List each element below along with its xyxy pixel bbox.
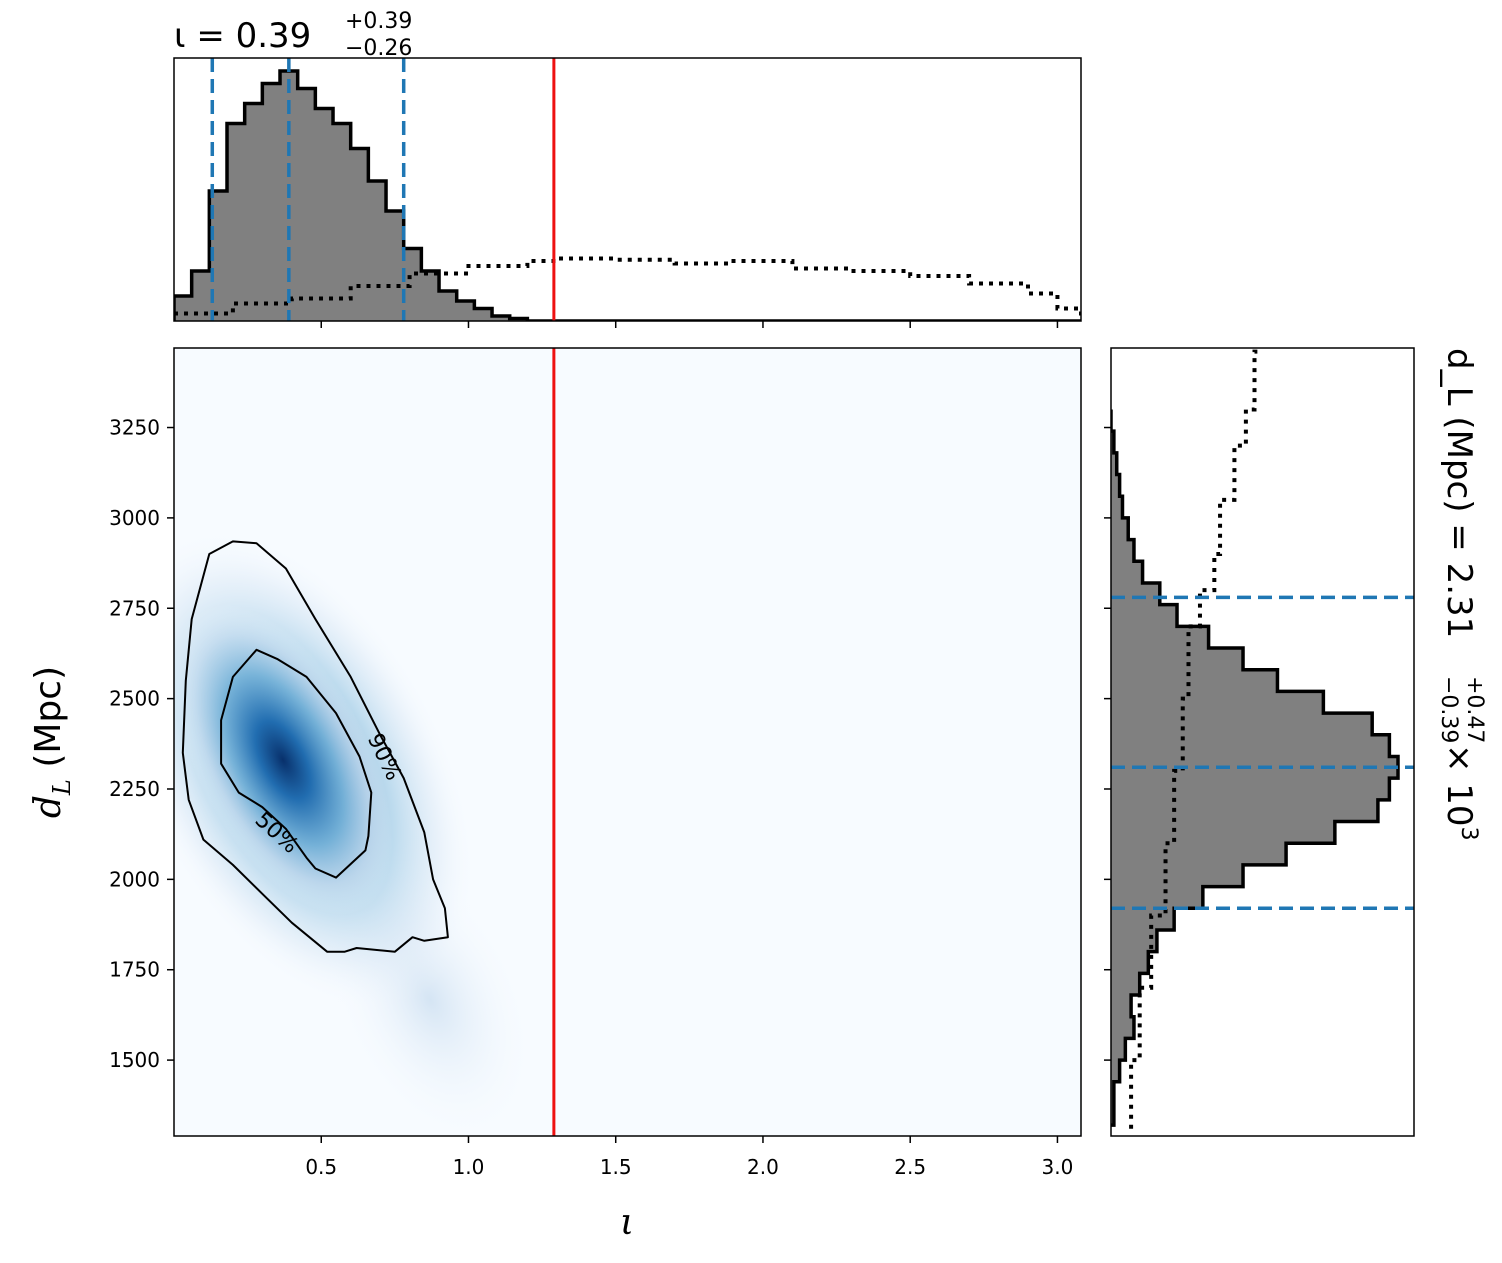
y-tick-label: 1750 — [109, 958, 160, 982]
svg-text:dL (Mpc): dL (Mpc) — [28, 666, 76, 818]
top-prior-histogram — [174, 256, 1081, 316]
top-title-upper: +0.39 — [345, 9, 412, 34]
top-x-ticks — [320, 321, 1059, 328]
contour-90 — [181, 540, 449, 953]
right-panel-frame — [1110, 347, 1415, 1137]
top-posterior-fill — [174, 71, 1081, 321]
right-marginal-panel: d_L (Mpc) = 2.31 +0.47 −0.39 × 103 — [1104, 347, 1487, 1137]
y-tick-label: 3250 — [109, 416, 160, 440]
joint-panel-frame — [173, 347, 1082, 1137]
top-quantile-lines — [210, 58, 406, 321]
right-quantile-lines — [1111, 595, 1414, 911]
joint-y-ticks: 1500 1750 2000 2250 2500 2750 3000 3250 — [109, 416, 174, 1072]
top-marginal-panel: ι = 0.39 +0.39 −0.26 — [173, 9, 1082, 328]
y-tick-label: 3000 — [109, 506, 160, 530]
y-axis-label: dL (Mpc) — [28, 666, 76, 818]
y-tick-label: 2750 — [109, 596, 160, 620]
top-title-lower: −0.26 — [345, 36, 412, 61]
density-core — [174, 604, 393, 916]
y-tick-label: 2500 — [109, 687, 160, 711]
top-posterior-histogram — [174, 69, 1081, 321]
x-tick-label: 3.0 — [1042, 1155, 1074, 1179]
contour-50 — [220, 648, 373, 879]
y-tick-label: 2000 — [109, 867, 160, 891]
svg-text:d_L (Mpc) = 2.31: d_L (Mpc) = 2.31 — [1439, 348, 1479, 638]
x-tick-label: 1.0 — [453, 1155, 485, 1179]
right-title-upper: +0.47 — [1462, 676, 1487, 743]
top-panel-title: ι = 0.39 — [174, 16, 311, 56]
right-y-ticks — [1104, 426, 1111, 1061]
contour-lines — [181, 540, 449, 953]
x-axis-label: ι — [620, 1202, 634, 1243]
top-prior-line — [174, 256, 1081, 316]
joint-x-ticks: 0.5 1.0 1.5 2.0 2.5 3.0 — [305, 1136, 1073, 1179]
top-posterior-outline — [174, 69, 1081, 321]
top-panel-frame — [173, 57, 1082, 322]
right-title-lower: −0.39 — [1436, 676, 1461, 743]
density-heatmap — [174, 529, 534, 1136]
joint-panel: 0.5 1.0 1.5 2.0 2.5 3.0 1500 1750 2000 2250 2500 2… — [28, 347, 1082, 1243]
x-tick-label: 0.5 — [305, 1155, 337, 1179]
x-tick-label: 2.0 — [747, 1155, 779, 1179]
y-tick-label: 2250 — [109, 777, 160, 801]
right-posterior-fill — [1111, 409, 1398, 1126]
x-tick-label: 2.5 — [894, 1155, 926, 1179]
y-tick-label: 1500 — [109, 1048, 160, 1072]
right-panel-title: d_L (Mpc) = 2.31 +0.47 −0.39 × 103 — [1436, 348, 1487, 841]
x-tick-label: 1.5 — [600, 1155, 632, 1179]
right-title-suffix: × 103 — [1439, 744, 1481, 841]
